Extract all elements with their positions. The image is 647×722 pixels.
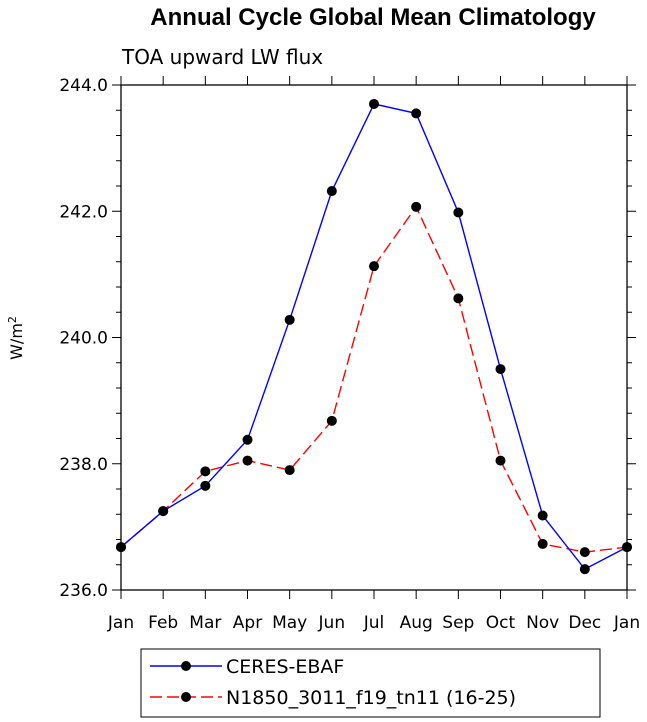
data-point — [200, 466, 211, 477]
data-point — [495, 364, 506, 375]
data-point — [453, 207, 464, 218]
data-point — [453, 293, 464, 304]
data-point — [622, 542, 632, 553]
data-point — [284, 314, 295, 325]
y-tick-label: 244.0 — [59, 76, 108, 96]
y-axis-label-exponent: 2 — [6, 316, 19, 323]
legend-box — [140, 648, 601, 718]
x-tick-label: Feb — [148, 613, 178, 633]
legend-label-model: N1850_3011_f19_tn11 (16-25) — [226, 687, 516, 709]
data-point — [579, 564, 590, 575]
data-point — [537, 538, 548, 549]
x-tick-label: Sep — [442, 613, 474, 633]
legend-marker-ceres — [181, 661, 191, 671]
axes: 236.0 238.0 240.0 242.0 244.0 Jan Feb Mar Apr May… — [59, 76, 640, 633]
data-point — [200, 480, 211, 491]
data-point — [242, 455, 253, 466]
y-axis-label-unit: W/m — [7, 323, 26, 360]
y-axis-label: W/m2 — [6, 316, 26, 360]
data-point — [369, 261, 379, 272]
series-line — [120, 205, 628, 553]
legend-label-ceres: CERES-EBAF — [226, 656, 344, 678]
x-tick-label: May — [272, 613, 307, 633]
data-point — [116, 542, 126, 553]
data-point — [411, 201, 422, 212]
chart-subtitle: TOA upward LW flux — [121, 45, 323, 69]
data-point — [284, 465, 295, 476]
series-1 — [116, 201, 632, 558]
chart-title: Annual Cycle Global Mean Climatology — [150, 4, 596, 31]
plot-frame — [120, 84, 628, 591]
y-tick-label: 242.0 — [59, 202, 108, 222]
data-point — [326, 415, 337, 426]
y-tick-label: 240.0 — [59, 329, 108, 349]
y-tick-label: 236.0 — [59, 581, 108, 601]
x-tick-label: Apr — [233, 613, 262, 633]
legend-marker-model — [181, 692, 191, 702]
series-0 — [116, 98, 632, 575]
x-tick-label: Mar — [189, 613, 221, 633]
data-point — [411, 108, 422, 119]
data-point — [579, 547, 590, 558]
data-point — [158, 506, 169, 517]
x-tick-label: Jan — [613, 613, 640, 633]
data-point — [369, 98, 379, 109]
data-point — [537, 510, 548, 521]
x-tick-label: Jun — [318, 613, 346, 633]
series-line — [120, 103, 628, 571]
legend: CERES-EBAF N1850_3011_f19_tn11 (16-25) — [140, 648, 601, 718]
data-point — [326, 186, 337, 197]
series-lines — [116, 98, 632, 575]
x-tick-label: Jul — [363, 613, 385, 633]
x-tick-label: Dec — [568, 613, 601, 633]
data-point — [495, 455, 506, 466]
y-tick-label: 238.0 — [59, 455, 108, 475]
x-tick-label: Aug — [400, 613, 433, 633]
x-tick-label: Jan — [107, 613, 134, 633]
data-point — [242, 434, 253, 445]
x-tick-label: Nov — [526, 613, 559, 633]
x-tick-label: Oct — [486, 613, 516, 633]
